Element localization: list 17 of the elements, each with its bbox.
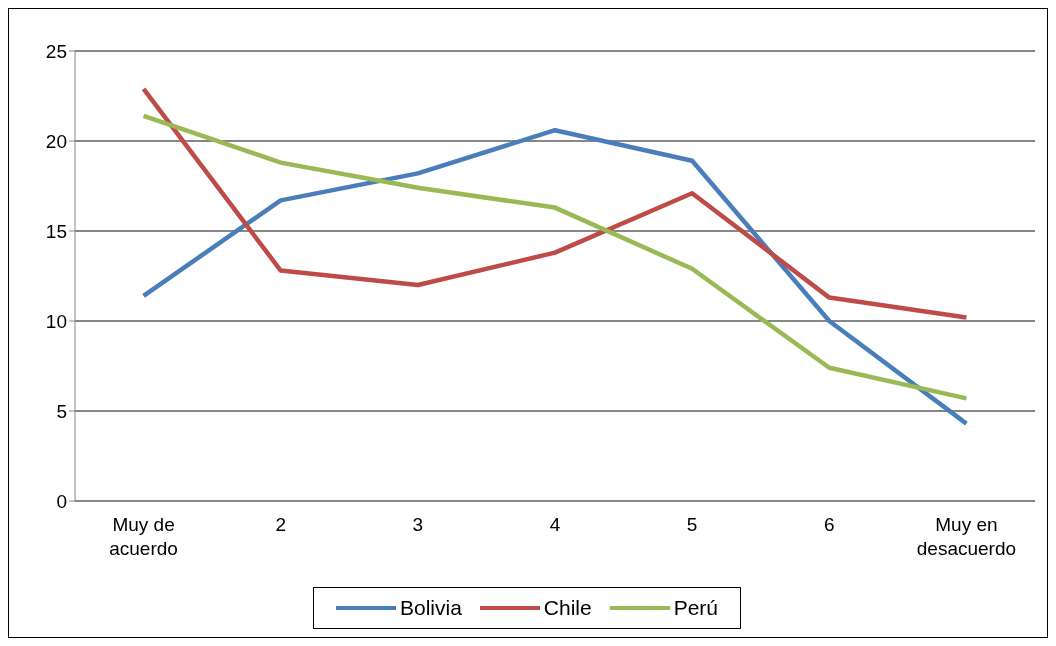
x-tick-label: 6 [824, 514, 835, 535]
legend-label: Perú [672, 596, 719, 620]
x-tick-label: Muy en desacuerdo [916, 514, 1017, 559]
y-tick-label: 25 [45, 40, 67, 62]
y-tick-label: 20 [45, 130, 67, 152]
x-tick-label: 3 [412, 514, 424, 535]
x-tick-label: Muy de acuerdo [109, 514, 178, 559]
x-tick-label: 5 [686, 514, 698, 535]
legend-label: Bolivia [398, 596, 462, 620]
y-tick-label: 0 [56, 490, 67, 512]
x-tick-label: 4 [549, 514, 561, 535]
legend-label: Chile [542, 596, 592, 620]
y-tick-label: 5 [56, 400, 67, 422]
y-tick-label: 15 [45, 220, 67, 242]
y-tick-label: 10 [45, 310, 67, 332]
line-series [141, 86, 969, 320]
x-tick-label: 2 [275, 514, 286, 535]
